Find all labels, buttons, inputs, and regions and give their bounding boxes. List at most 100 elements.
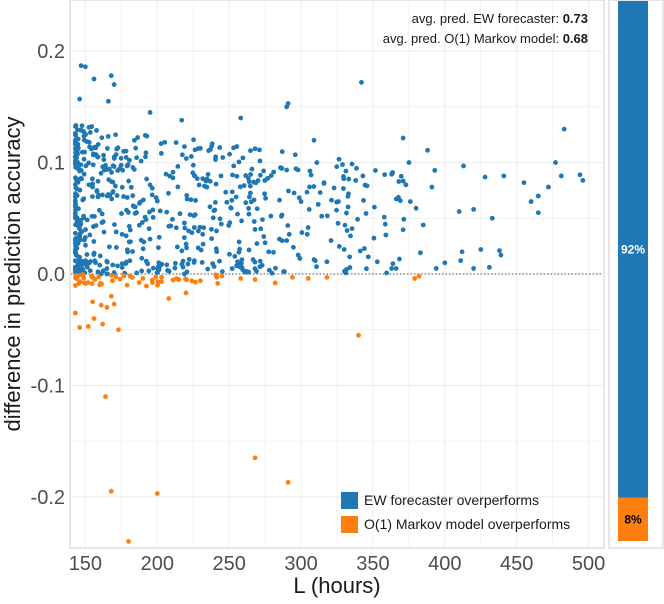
x-tick-label: 150	[69, 553, 102, 575]
ew-point	[128, 184, 134, 190]
ew-point	[190, 162, 196, 168]
ew-point	[172, 265, 178, 271]
ew-point	[205, 172, 211, 177]
ew-point	[90, 224, 96, 229]
ew-point	[220, 155, 226, 160]
ew-point	[401, 216, 407, 222]
ew-point	[180, 258, 186, 264]
ew-point	[298, 199, 304, 204]
ew-point	[91, 250, 97, 256]
ew-point	[105, 134, 111, 139]
ew-point	[98, 170, 104, 176]
ew-point	[223, 189, 229, 195]
x-tick-label: 300	[284, 553, 317, 575]
ew-point	[115, 145, 121, 151]
ew-point	[311, 184, 317, 189]
ew-point	[306, 207, 312, 212]
ew-point	[81, 196, 87, 202]
ew-point	[291, 190, 297, 196]
ew-point	[202, 183, 207, 189]
ew-point	[87, 232, 93, 238]
ew-point	[363, 211, 369, 216]
ew-point	[75, 136, 81, 142]
ew-point	[360, 173, 366, 179]
ew-point	[77, 232, 82, 238]
annotation-markov: avg. pred. O(1) Markov model: 0.68	[383, 31, 588, 46]
ew-point	[561, 126, 567, 132]
ew-point	[229, 197, 235, 203]
ew-point	[286, 188, 291, 194]
ew-point	[112, 183, 118, 189]
ew-point	[158, 141, 164, 147]
ew-point	[141, 239, 147, 245]
ew-point	[497, 248, 502, 254]
x-tick-label: 200	[141, 553, 174, 575]
ew-point	[130, 249, 135, 254]
ew-point	[134, 155, 140, 161]
ew-point	[100, 268, 106, 274]
ew-point	[328, 238, 334, 243]
ew-point	[353, 178, 359, 183]
ew-point	[107, 166, 112, 172]
markov-point	[77, 279, 83, 285]
ew-point	[257, 264, 263, 270]
ew-point	[139, 255, 145, 261]
ew-point	[348, 233, 353, 239]
ew-point	[236, 159, 242, 165]
x-tick-label: 250	[212, 553, 245, 575]
ew-point	[72, 249, 78, 255]
markov-point	[121, 273, 127, 279]
ew-point	[83, 163, 89, 169]
ew-point	[113, 152, 119, 158]
ew-point	[124, 247, 130, 253]
ew-point	[170, 216, 175, 222]
markov-point	[85, 323, 91, 329]
ew-point	[246, 194, 252, 200]
ew-point	[184, 245, 189, 251]
ew-point	[285, 223, 291, 228]
markov-point	[252, 277, 258, 282]
ew-point	[175, 184, 181, 190]
ew-point	[139, 268, 145, 274]
ew-point	[237, 184, 243, 190]
markov-point	[130, 275, 135, 280]
markov-point	[72, 310, 78, 316]
ew-point	[261, 234, 267, 239]
ew-point	[331, 185, 337, 191]
ew-point	[73, 194, 78, 200]
ew-point	[382, 172, 388, 178]
markov-point	[116, 327, 121, 333]
ew-point	[72, 175, 78, 181]
ew-point	[91, 76, 97, 82]
ew-point	[84, 252, 90, 257]
y-tick-label: 0.1	[37, 153, 65, 175]
ew-point	[248, 148, 253, 154]
ew-point	[344, 228, 350, 233]
ew-point	[100, 219, 106, 225]
ew-point	[406, 160, 412, 165]
y-tick-label: 0.0	[37, 264, 65, 286]
ew-point	[251, 219, 257, 224]
ew-point	[471, 266, 476, 271]
markov-point	[219, 273, 225, 279]
ew-point	[299, 230, 305, 235]
ew-point	[156, 234, 162, 240]
ew-point	[97, 262, 103, 268]
ew-point	[189, 230, 195, 236]
ew-point	[146, 226, 152, 232]
ew-point	[104, 266, 110, 271]
ew-point	[545, 184, 551, 190]
legend-swatch-markov	[341, 516, 358, 533]
ew-point	[89, 176, 95, 182]
markov-point	[103, 394, 108, 399]
ew-point	[248, 172, 254, 177]
ew-point	[90, 162, 96, 168]
ew-point	[243, 173, 249, 178]
ew-point	[191, 258, 197, 264]
x-tick-label: 400	[428, 553, 461, 575]
markov-point	[113, 274, 119, 280]
ew-point	[284, 167, 290, 173]
ew-point	[266, 249, 272, 255]
ew-point	[248, 199, 254, 205]
ew-point	[100, 192, 105, 198]
